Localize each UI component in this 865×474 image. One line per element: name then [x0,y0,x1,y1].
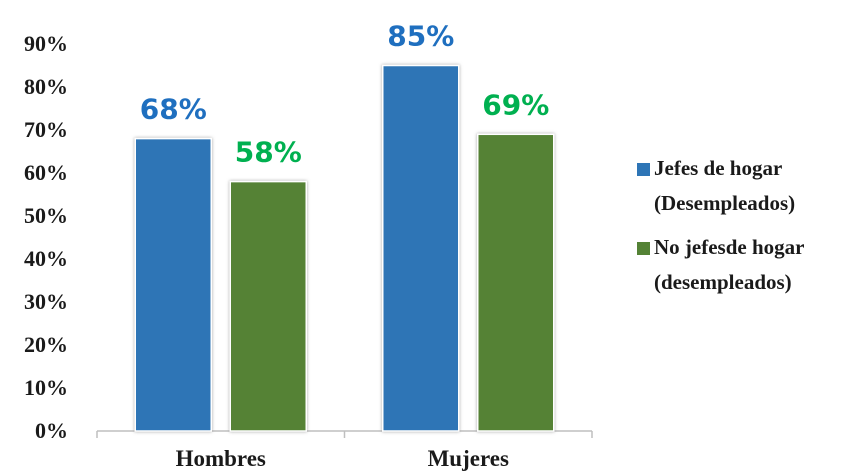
y-tick-label: 90% [24,31,68,56]
legend-label: (Desempleados) [654,191,795,215]
y-tick-label: 60% [24,160,68,185]
x-tick-label: Mujeres [428,446,509,471]
y-tick-label: 80% [24,74,68,99]
legend-swatch [637,242,650,255]
x-tick-label: Hombres [176,446,266,471]
y-tick-label: 30% [24,289,68,314]
legend: Jefes de hogar (Desempleados) No jefesde h… [637,156,804,294]
y-tick-label: 40% [24,246,68,271]
y-tick-label: 70% [24,117,68,142]
x-axis: Hombres Mujeres [96,430,593,471]
legend-swatch [637,163,650,176]
bar [382,64,460,432]
legend-label: (desempleados) [654,270,792,294]
bar [229,180,307,432]
bar [477,133,555,432]
y-tick-label: 20% [24,332,68,357]
bars [134,64,555,432]
legend-label: Jefes de hogar [654,156,782,180]
y-tick-label: 10% [24,375,68,400]
data-label: 85% [387,20,454,53]
data-label: 68% [140,93,207,126]
data-labels: 68% 85% 58% 69% [140,20,550,169]
data-label: 58% [235,136,302,169]
y-tick-label: 50% [24,203,68,228]
bar [134,137,212,432]
data-label: 69% [482,88,549,121]
y-axis: 0% 10% 20% 30% 40% 50% 60% 70% 80% 90% [24,31,68,443]
legend-label: No jefesde hogar [654,235,804,259]
y-tick-label: 0% [35,418,68,443]
